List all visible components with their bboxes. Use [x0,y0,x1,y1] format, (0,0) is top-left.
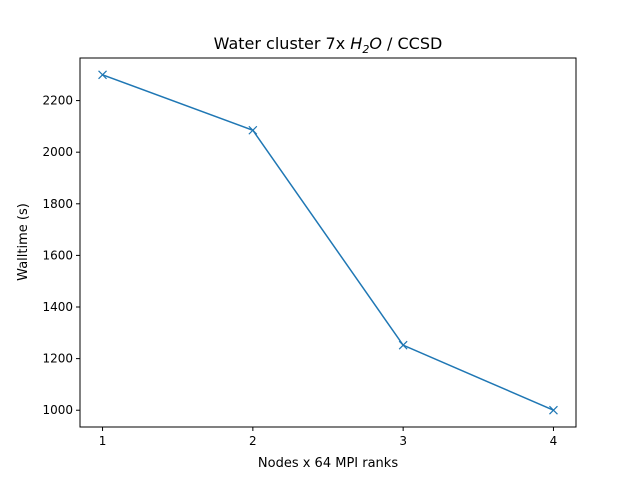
x-tick-label: 3 [399,434,407,448]
y-tick-label: 1600 [42,248,73,262]
y-tick-label: 1000 [42,403,73,417]
x-tick-label: 2 [249,434,257,448]
y-tick-label: 1200 [42,352,73,366]
series-line [102,74,554,411]
data-point-marker [248,125,258,135]
x-axis-label: Nodes x 64 MPI ranks [258,456,398,471]
data-point-marker [98,70,107,80]
x-tick-label: 1 [99,434,107,448]
axes-frame [79,57,577,428]
data-point-marker [549,405,558,415]
y-tick-label: 2000 [42,145,73,159]
x-tick-label: 4 [550,434,558,448]
y-tick-label: 1800 [42,197,73,211]
y-tick-label: 1400 [42,300,73,314]
y-tick-label: 2200 [42,94,73,108]
chart-title: Water cluster 7x H2O / CCSD [214,34,443,56]
data-point-marker [398,340,408,350]
y-axis-label: Walltime (s) [16,203,31,281]
